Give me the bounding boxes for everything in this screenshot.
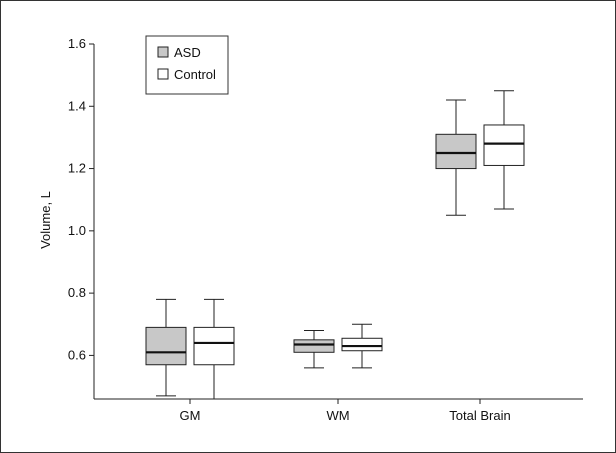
x-tick-label: Total Brain: [449, 408, 510, 423]
box-iqr: [145, 326, 187, 366]
legend-label-control: Control: [174, 67, 216, 82]
box-asd-gm: [145, 298, 187, 397]
y-tick-labels: 0.6 0.8 1.0 1.2 1.4 1.6: [68, 36, 86, 362]
box-iqr: [435, 133, 477, 170]
y-tick-label: 1.2: [68, 161, 86, 176]
legend-label-asd: ASD: [174, 45, 201, 60]
x-tick-label: WM: [326, 408, 349, 423]
legend-box: [145, 35, 229, 95]
box-iqr: [341, 337, 383, 352]
box-iqr: [193, 326, 235, 366]
box-iqr: [293, 339, 335, 353]
box-asd-total-brain: [435, 99, 477, 216]
box-control-wm: [341, 323, 383, 369]
legend-swatch-control: [157, 68, 169, 80]
y-tick-label: 0.6: [68, 347, 86, 362]
y-tick-label: 0.8: [68, 285, 86, 300]
x-tick-labels: GM WM Total Brain: [180, 408, 511, 423]
x-tick-label: GM: [180, 408, 201, 423]
y-axis-title: Volume, L: [38, 191, 53, 249]
box-iqr: [483, 124, 525, 166]
boxes: [145, 90, 525, 400]
box-control-total-brain: [483, 90, 525, 210]
box-control-gm: [193, 298, 235, 400]
legend-swatch-asd: [157, 46, 169, 58]
axes: [89, 43, 583, 404]
y-tick-label: 1.6: [68, 36, 86, 51]
y-tick-label: 1.0: [68, 223, 86, 238]
y-tick-label: 1.4: [68, 98, 86, 113]
legend: ASD Control: [145, 35, 229, 95]
box-asd-wm: [293, 329, 335, 369]
